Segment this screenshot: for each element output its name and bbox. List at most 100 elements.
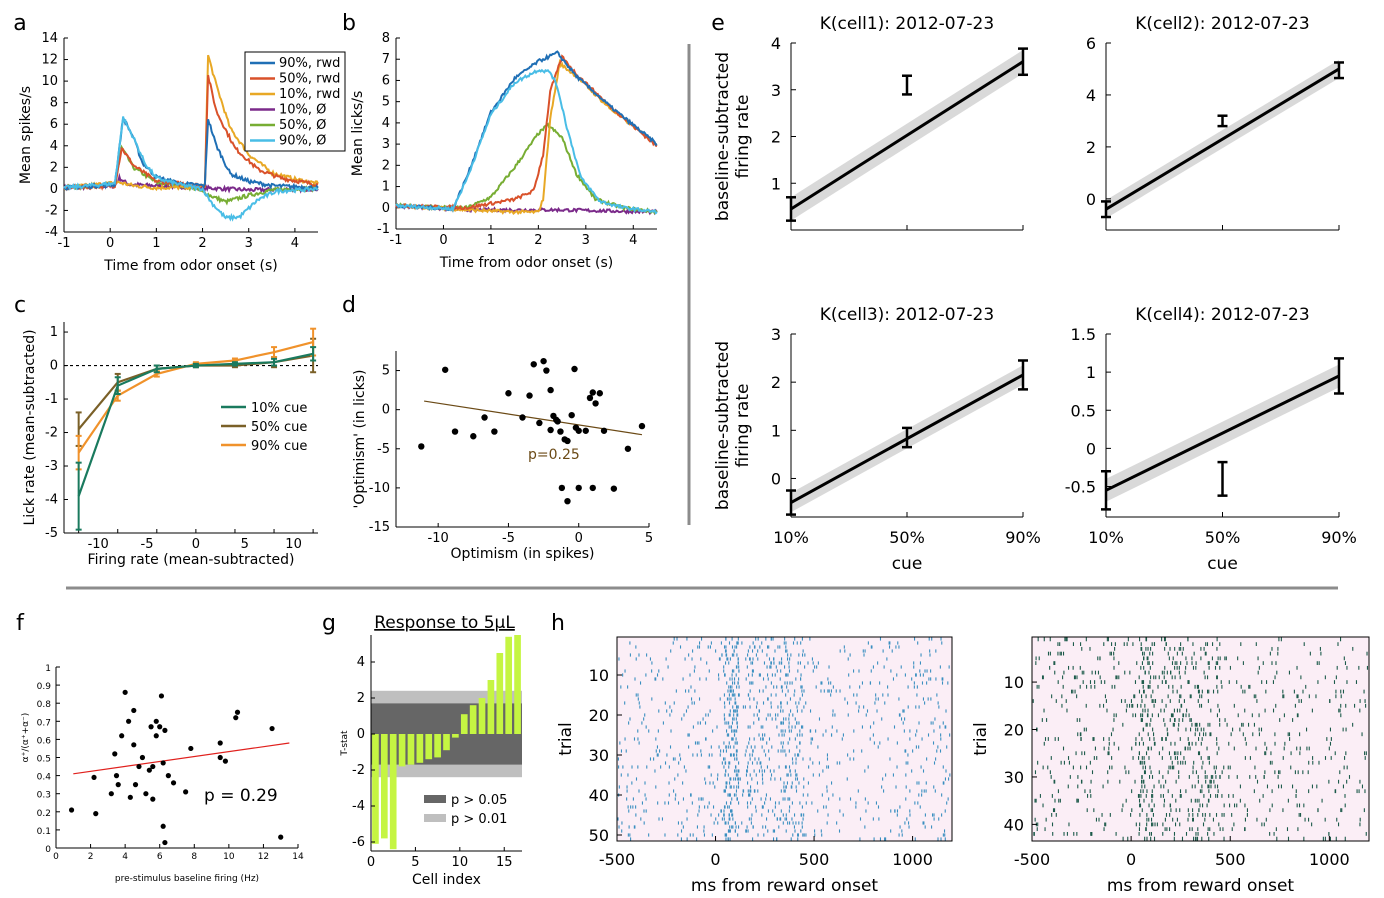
e1-title: K(cell1): 2012-07-23 [820, 14, 994, 34]
e3-xtick-label: 10% [773, 528, 809, 547]
d-point [582, 427, 589, 434]
g-xtick-label: 5 [411, 855, 419, 870]
e1-ytick-label: 3 [771, 81, 781, 100]
d-point [558, 484, 566, 492]
d-point [547, 426, 554, 434]
e3-ytick-label: 0 [771, 469, 781, 488]
f-point [153, 718, 159, 724]
h2-ylabel: trial [971, 722, 991, 756]
c-ytick-label: -5 [45, 526, 58, 541]
a-series-line [63, 116, 319, 222]
f-xtick-label: 2 [88, 852, 94, 862]
e3-title: K(cell3): 2012-07-23 [820, 305, 994, 325]
d-point [571, 365, 578, 373]
e3-xtick-label: 90% [1005, 528, 1041, 547]
e4-xtick-label: 10% [1088, 528, 1124, 547]
c-ylabel: Lick rate (mean-subtracted) [22, 329, 38, 525]
e2-title: K(cell2): 2012-07-23 [1135, 14, 1309, 34]
d-point [624, 445, 632, 452]
d-point [638, 422, 646, 430]
f-ylabel: α⁺/(α⁺+α⁻) [21, 713, 31, 763]
g-ytick-label: 2 [357, 691, 365, 706]
f-point [188, 745, 194, 752]
a-ytick-label: 8 [50, 96, 58, 111]
b-series-line [395, 68, 658, 215]
g-xtick-label: 10 [452, 855, 469, 870]
e4-xtick-label: 90% [1321, 528, 1357, 547]
d-point [547, 386, 554, 394]
g-bar [380, 734, 388, 839]
f-point [157, 724, 163, 730]
e1-ylabel-line1: baseline-subtracted [713, 52, 733, 221]
b-ytick-label: 8 [382, 31, 390, 46]
f-point [217, 754, 223, 761]
f-xtick-label: 8 [191, 852, 197, 862]
f-ytick-label: 0.3 [37, 791, 51, 801]
c-xtick-label: -10 [88, 537, 109, 552]
g-bar [478, 698, 486, 734]
e4-ytick-label: 0.5 [1071, 401, 1096, 420]
a-ytick-label: 14 [41, 31, 58, 46]
a-legend-label: 90%, Ø [279, 134, 326, 149]
a-legend-label: 10%, rwd [279, 87, 340, 102]
d-ytick-label: -5 [377, 442, 390, 457]
f-point [68, 807, 75, 813]
h1-ytick-label: 20 [589, 706, 609, 725]
d-point [610, 485, 618, 492]
g-bar [372, 734, 379, 844]
g-legend-swatch [424, 814, 446, 822]
f-point [153, 733, 159, 739]
c-legend-label: 90% cue [251, 439, 307, 454]
g-ytick-label: 0 [357, 727, 365, 742]
d-point [596, 390, 604, 397]
c-legend-label: 10% cue [251, 401, 307, 416]
g-bar [398, 734, 406, 767]
d-point [519, 414, 526, 421]
d-xtick-label: -10 [428, 531, 449, 546]
c-ytick-label: -2 [45, 426, 58, 441]
a-xtick-label: 3 [245, 236, 253, 251]
f-point [158, 693, 165, 699]
e3-ylabel-line1: baseline-subtracted [713, 341, 733, 510]
h1-xtick-label: -500 [599, 850, 635, 869]
panel-label-h: h [551, 611, 565, 636]
g-bar [505, 636, 513, 734]
f-point [115, 782, 121, 788]
e4-ytick-label: -0.5 [1065, 478, 1096, 497]
h1-background [617, 637, 952, 841]
d-xlabel: Optimism (in spikes) [451, 546, 595, 562]
g-xtick-label: 0 [367, 855, 375, 870]
f-point [119, 733, 125, 739]
h1-xtick-label: 0 [710, 850, 720, 869]
f-point [126, 718, 132, 724]
h1-xtick-label: 500 [799, 850, 830, 869]
h1-ylabel: trial [556, 722, 576, 756]
d-point [564, 437, 571, 445]
a-ytick-label: -2 [45, 203, 58, 218]
d-point [451, 428, 459, 435]
h1-ytick-label: 40 [589, 786, 609, 805]
d-point [491, 428, 498, 435]
d-point [568, 411, 575, 419]
g-legend-label: p > 0.01 [451, 812, 507, 827]
f-ytick-label: 0.8 [37, 700, 52, 710]
f-point [160, 823, 166, 829]
f-xlabel: pre-stimulus baseline firing (Hz) [115, 874, 259, 884]
d-point [575, 484, 582, 492]
d-xtick-label: -5 [502, 531, 515, 546]
h2-xlabel: ms from reward onset [1107, 876, 1295, 896]
b-ytick-label: -1 [377, 222, 390, 237]
f-point [278, 834, 284, 840]
f-ytick-label: 1 [45, 664, 51, 674]
c-ytick-label: 1 [50, 325, 58, 340]
f-point [170, 780, 177, 786]
c-xtick-label: 10 [285, 537, 302, 552]
f-point [234, 709, 241, 715]
f-point [112, 751, 118, 757]
g-ytick-label: -4 [352, 799, 365, 814]
g-bar [407, 734, 415, 765]
a-ylabel: Mean spikes/s [18, 86, 34, 184]
f-point [122, 689, 128, 695]
d-point [470, 433, 477, 440]
a-xtick-label: 0 [106, 236, 114, 251]
